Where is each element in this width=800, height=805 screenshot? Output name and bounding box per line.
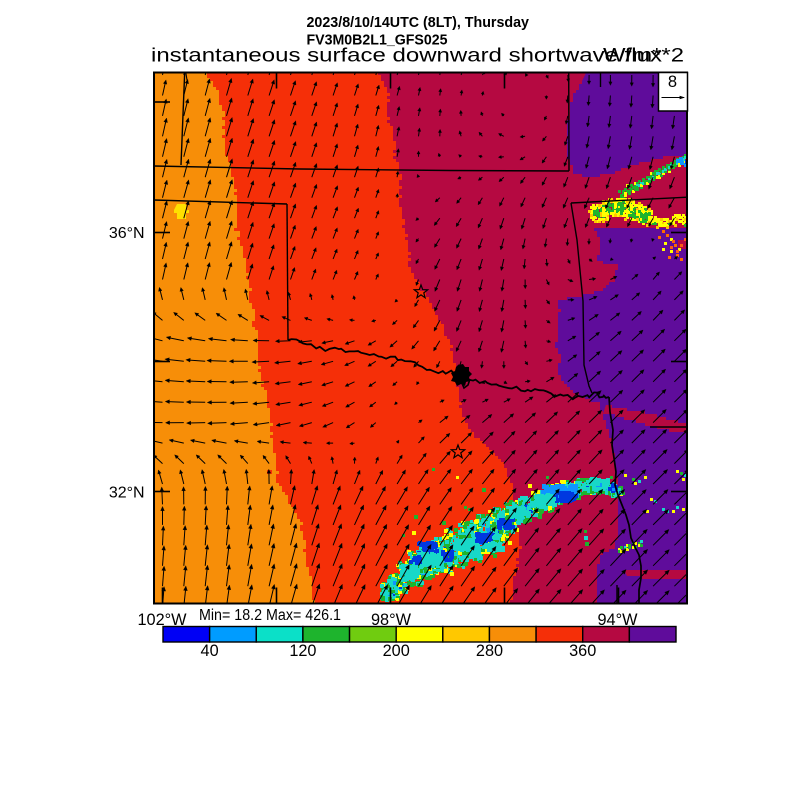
svg-text:W/m**2: W/m**2 bbox=[603, 45, 684, 67]
svg-text:120: 120 bbox=[289, 642, 316, 660]
svg-text:2023/8/10/14UTC (8LT), Thursda: 2023/8/10/14UTC (8LT), Thursday bbox=[307, 15, 530, 31]
svg-text:94°W: 94°W bbox=[598, 611, 639, 629]
svg-text:200: 200 bbox=[383, 642, 410, 660]
svg-text:98°W: 98°W bbox=[371, 611, 412, 629]
svg-text:32°N: 32°N bbox=[109, 485, 145, 502]
svg-text:8: 8 bbox=[668, 73, 677, 91]
svg-text:36°N: 36°N bbox=[109, 225, 145, 242]
svg-text:instantaneous surface downward: instantaneous surface downward shortwave… bbox=[151, 45, 662, 67]
svg-text:40: 40 bbox=[201, 642, 219, 660]
svg-text:360: 360 bbox=[569, 642, 596, 660]
svg-text:280: 280 bbox=[476, 642, 503, 660]
svg-text:102°W: 102°W bbox=[137, 611, 187, 629]
svg-text:Min= 18.2 Max= 426.1: Min= 18.2 Max= 426.1 bbox=[199, 607, 341, 624]
